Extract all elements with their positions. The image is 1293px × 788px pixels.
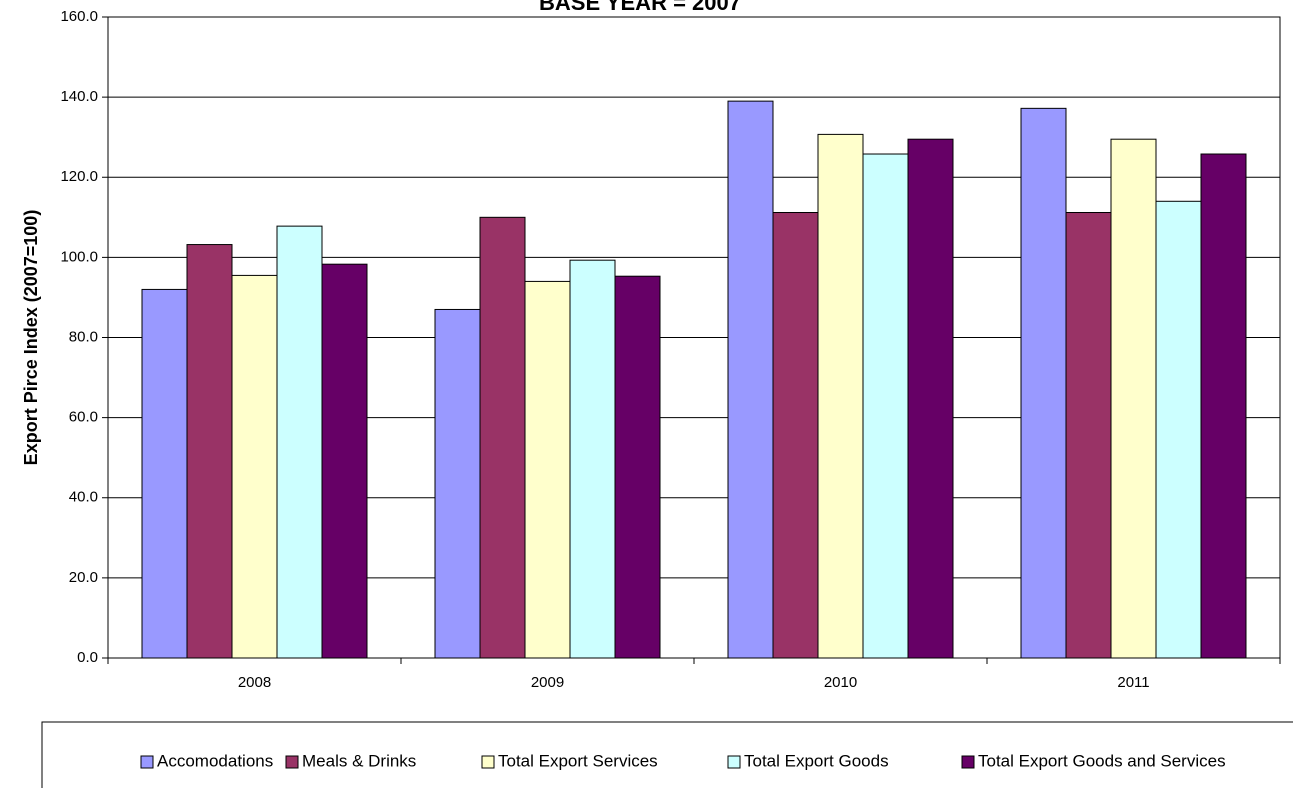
bar bbox=[907, 138, 954, 659]
legend-swatch bbox=[481, 755, 495, 769]
y-axis-title: Export Pirce Index (2007=100) bbox=[21, 210, 41, 466]
bar bbox=[1110, 138, 1157, 659]
chart-title: BASE YEAR = 2007 bbox=[539, 0, 741, 15]
bar bbox=[569, 259, 616, 659]
x-tick-label: 2010 bbox=[824, 674, 857, 691]
y-tick-label: 140.0 bbox=[60, 88, 98, 105]
y-tick-label: 0.0 bbox=[77, 649, 98, 666]
legend-swatch bbox=[140, 755, 154, 769]
bar bbox=[1065, 212, 1112, 659]
legend: Accomodations Meals & Drinks Total Export … bbox=[41, 721, 1293, 788]
y-tick-label: 160.0 bbox=[60, 8, 98, 25]
bar bbox=[276, 225, 323, 659]
x-tick-label: 2008 bbox=[238, 674, 271, 691]
bar bbox=[231, 274, 278, 659]
y-tick-label: 20.0 bbox=[69, 569, 98, 586]
legend-swatch bbox=[727, 755, 741, 769]
y-tick-label: 60.0 bbox=[69, 409, 98, 426]
legend-label: Accomodations bbox=[157, 751, 273, 770]
bar bbox=[321, 263, 368, 659]
legend-label: Total Export Goods and Services bbox=[978, 751, 1226, 770]
legend-swatch bbox=[961, 755, 975, 769]
bar bbox=[434, 308, 481, 659]
bar bbox=[727, 100, 774, 659]
x-tick-label: 2011 bbox=[1117, 674, 1149, 691]
bar bbox=[141, 288, 188, 659]
bar bbox=[1200, 153, 1247, 659]
bar bbox=[862, 153, 909, 659]
bar bbox=[479, 216, 526, 659]
bar bbox=[524, 280, 571, 659]
bar bbox=[1155, 200, 1202, 659]
y-tick-label: 120.0 bbox=[60, 168, 98, 185]
legend-label: Total Export Goods bbox=[744, 751, 889, 770]
legend-swatch bbox=[285, 755, 299, 769]
bar bbox=[817, 133, 864, 659]
legend-label: Meals & Drinks bbox=[302, 751, 416, 770]
y-tick-label: 40.0 bbox=[69, 489, 98, 506]
x-tick-label: 2009 bbox=[531, 674, 564, 691]
bar bbox=[1020, 107, 1067, 659]
legend-label: Total Export Services bbox=[498, 751, 658, 770]
bar bbox=[772, 212, 819, 659]
legend-frame bbox=[41, 721, 1293, 788]
y-tick-label: 80.0 bbox=[69, 328, 98, 345]
bar bbox=[186, 244, 233, 659]
bars bbox=[141, 100, 1247, 659]
y-tick-label: 100.0 bbox=[60, 248, 98, 265]
bar bbox=[614, 275, 661, 659]
axes: 0.0 20.0 40.0 60.0 80.0 100.0 120.0 140.0 160.0 2… bbox=[60, 8, 1281, 691]
